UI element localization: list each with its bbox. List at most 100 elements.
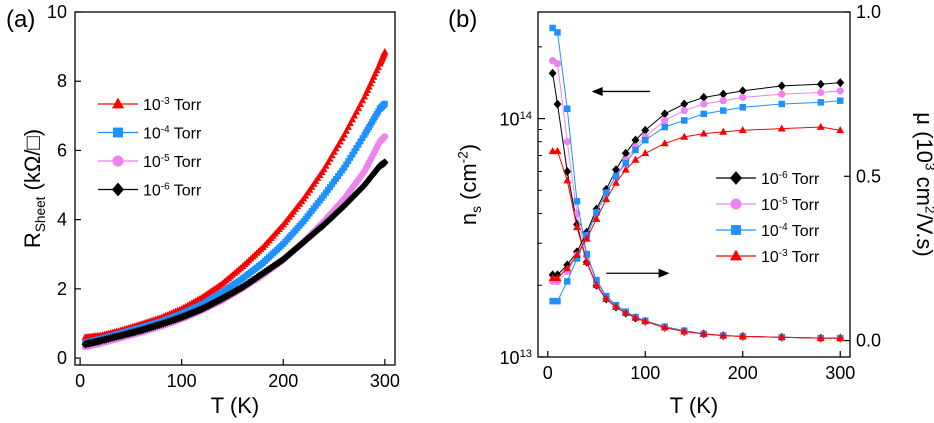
panel-b-ytick-left-label: 1014	[500, 110, 532, 130]
panel-b-left-axis-title-part: s	[469, 206, 484, 213]
panel-a-point	[371, 69, 379, 77]
panel-b-legend-label-part: 10	[761, 197, 779, 214]
panel-b-xtick-label: 300	[825, 363, 855, 383]
panel-b-mobility-point	[738, 86, 747, 96]
panel-a-point	[353, 145, 360, 151]
panel-b-xtick-label: 0	[543, 363, 553, 383]
panel-b-mobility-point	[680, 99, 689, 109]
panel-b-mobility-point	[816, 79, 825, 89]
panel-a-legend-label-part: Torr	[170, 154, 202, 171]
panel-b-mobility-point	[631, 155, 640, 163]
panel-b-ytick-right-label: 1.0	[856, 2, 881, 22]
panel-b-mobility-point	[661, 123, 668, 131]
panel-a-legend-label: 10-3 Torr	[143, 96, 202, 114]
panel-a-point	[352, 108, 361, 115]
panel-b-density-point	[699, 329, 708, 337]
panel-a-point	[346, 119, 354, 127]
panel-a-legend-label: 10-5 Torr	[143, 153, 202, 171]
panel-b-density-point	[592, 281, 601, 289]
panel-b-mobility-point	[612, 173, 620, 180]
panel-b-density-point	[553, 147, 562, 155]
panel-b-density-point	[583, 250, 590, 258]
panel-b-density-point	[563, 176, 572, 184]
panel-b-density-point	[549, 24, 556, 32]
panel-b-mobility-point	[582, 234, 591, 242]
panel-b-mobility-point	[549, 297, 556, 305]
panel-b-right-axis-title-part: 3	[922, 163, 934, 171]
panel-a-point	[368, 76, 376, 83]
panel-b-left-axis-title-part: -2	[456, 151, 471, 163]
panel-b-mobility-point	[592, 214, 601, 222]
panel-b-right-axis-title-part: cm	[912, 170, 934, 205]
panel-b-mobility-point	[719, 89, 728, 99]
panel-a-xtick-label: 100	[167, 371, 197, 391]
panel-b-mobility-point	[554, 297, 561, 305]
panel-b-mobility-point	[563, 264, 572, 272]
panel-a-xtick-label: 200	[268, 371, 298, 391]
panel-b-ytick-left-label-part: 10	[500, 348, 520, 368]
panel-b-mobility-point	[573, 251, 581, 259]
panel-b-left-axis-title: ns (cm-2)	[456, 144, 484, 225]
panel-a-ytick-label: 0	[57, 348, 67, 368]
panel-b-density-point	[621, 308, 630, 316]
panel-b-ytick-left-label-part: 10	[500, 110, 520, 130]
panel-a-point	[356, 100, 365, 108]
panel-a-xtick-label: 0	[75, 371, 85, 391]
panel-a-legend-label-part: 10	[143, 154, 161, 171]
panel-a-xtick-label: 300	[370, 371, 400, 391]
panel-a-ytick-label: 4	[57, 210, 67, 230]
panel-b-mobility-point	[603, 189, 610, 196]
panel-a-point	[340, 131, 348, 138]
panel-b-legend-label-part: Torr	[788, 171, 820, 188]
panel-b-mobility-point	[816, 122, 825, 130]
panel-a-point	[359, 135, 366, 142]
panel-b-density-point	[554, 29, 561, 36]
panel-a-point	[322, 162, 330, 169]
panel-a-point	[350, 112, 358, 119]
panel-a-point	[381, 133, 389, 140]
panel-b-legend-marker	[730, 198, 742, 210]
panel-b-arrow-left-head	[591, 86, 603, 96]
panel-a-point	[381, 158, 389, 167]
panel-a-point	[330, 148, 338, 155]
panel-a-legend-marker	[111, 97, 125, 109]
panel-b-right-axis-title: μ (103 cm2/V.s)	[912, 112, 934, 256]
panel-a-point	[336, 137, 344, 145]
panel-a-legend-marker	[113, 127, 123, 138]
panel-a-point	[374, 63, 382, 70]
panel-b-mobility-point	[553, 274, 562, 282]
panel-a-legend-label-part: -6	[161, 181, 170, 192]
panel-a-point	[326, 155, 334, 162]
panel-b-ytick-left-label-part: 13	[520, 348, 532, 360]
panel-a-point	[341, 164, 348, 171]
panel-b-mobility-point	[680, 132, 689, 140]
panel-b-density-point	[631, 313, 640, 321]
panel-b-density-point	[612, 302, 620, 310]
panel-a-point	[354, 104, 363, 111]
panel-a-legend-label-part: Torr	[170, 126, 202, 143]
panel-b-mobility-point	[593, 209, 600, 216]
panel-a-ytick-label: 8	[57, 71, 67, 91]
panel-b-mobility-point	[720, 107, 727, 114]
panel-b-mobility-point	[641, 149, 650, 157]
panel-b-density-point	[738, 332, 747, 340]
panel-a-x-axis-title: T (K)	[211, 393, 259, 418]
panel-a-point	[334, 141, 342, 148]
panel-a-legend-marker	[111, 182, 125, 197]
panel-a-legend-label-part: -3	[161, 96, 170, 107]
panel-a-legend-label-part: -5	[161, 153, 170, 164]
panel-a-point	[343, 161, 350, 168]
panel-b-ytick-left-label: 1013	[500, 348, 532, 368]
panel-a-point	[320, 165, 328, 173]
panel-b-mobility-point	[817, 88, 825, 97]
panel-a-point	[370, 73, 378, 80]
panel-a-y-axis-title-part: Sheet	[33, 196, 48, 232]
panel-a-point	[332, 144, 340, 152]
panel-a-point	[345, 158, 352, 165]
panel-a-legend-label-part: Torr	[170, 97, 202, 114]
panel-b-density-point	[573, 223, 581, 231]
panel-b-mobility-point	[778, 90, 786, 98]
panel-b-arrow-right-head	[658, 268, 670, 278]
panel-a-point	[347, 154, 354, 161]
panel-b-legend-label-part: Torr	[788, 249, 820, 266]
